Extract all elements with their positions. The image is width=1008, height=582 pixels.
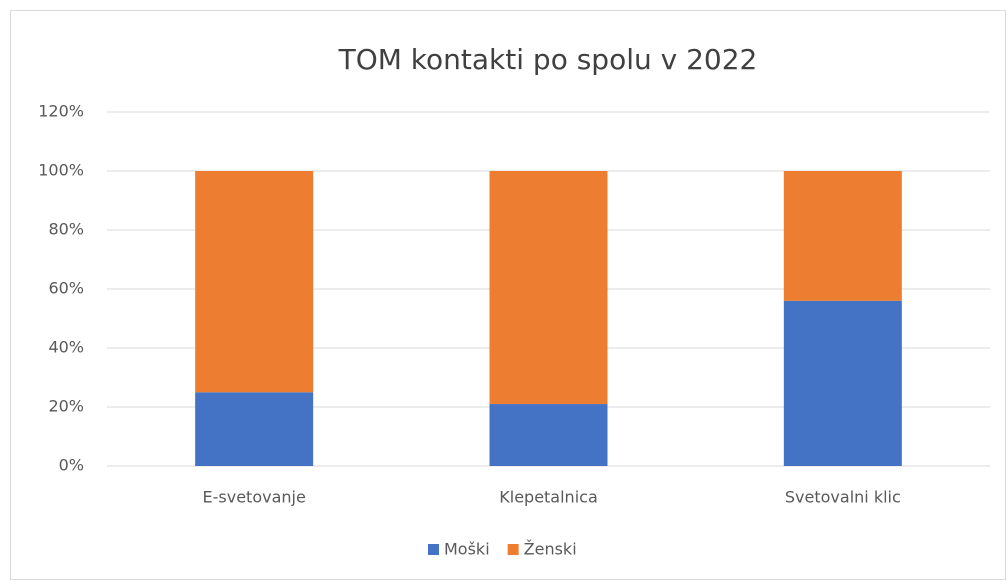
bar-segment <box>783 171 902 301</box>
legend-label: Ženski <box>524 540 577 559</box>
y-tick-label: 120% <box>38 102 84 121</box>
chart-title: TOM kontakti po spolu v 2022 <box>338 43 758 76</box>
bar-segment <box>195 392 314 466</box>
legend-label: Moški <box>444 540 490 559</box>
bar-segment <box>783 300 902 466</box>
y-tick-label: 100% <box>38 161 84 180</box>
y-tick-label: 0% <box>59 456 84 475</box>
y-tick-label: 80% <box>48 220 84 239</box>
x-tick-label: Svetovalni klic <box>785 488 901 507</box>
legend-swatch <box>507 544 519 555</box>
y-tick-label: 40% <box>48 338 84 357</box>
bar-segment <box>489 404 608 466</box>
y-tick-label: 20% <box>48 397 84 416</box>
y-tick-label: 60% <box>48 279 84 298</box>
x-tick-label: E-svetovanje <box>203 488 306 507</box>
bar-segment <box>195 171 314 393</box>
legend-swatch <box>428 544 439 555</box>
bar-segment <box>489 171 608 405</box>
x-tick-label: Klepetalnica <box>499 488 598 507</box>
